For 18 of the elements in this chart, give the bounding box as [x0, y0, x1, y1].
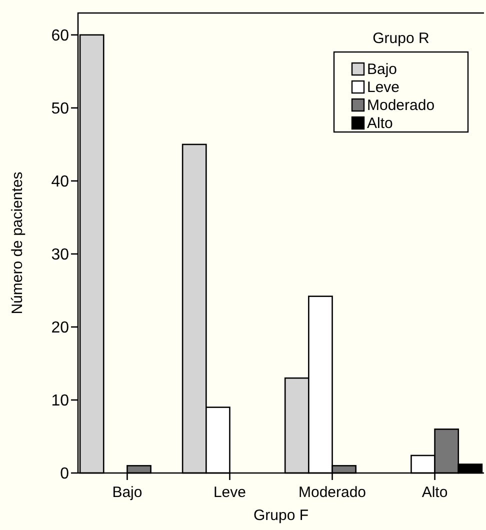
- x-tick-label: Bajo: [112, 484, 142, 501]
- legend-label: Alto: [367, 115, 393, 132]
- y-tick-label: 50: [51, 100, 70, 118]
- y-tick-label: 0: [60, 466, 70, 482]
- y-tick-label: 30: [51, 246, 70, 264]
- x-tick-label: Alto: [422, 484, 448, 501]
- legend-label: Moderado: [367, 97, 435, 114]
- legend-label: Bajo: [367, 61, 398, 78]
- legend-label: Leve: [367, 79, 400, 96]
- y-axis-title: Número de pacientes: [9, 172, 26, 314]
- legend-title: Grupo R: [372, 30, 430, 47]
- x-axis-title: Grupo F: [253, 507, 309, 524]
- y-tick-label: 40: [51, 173, 70, 190]
- y-tick-label: 10: [51, 392, 70, 410]
- x-tick-label: Moderado: [298, 484, 366, 501]
- y-tick-label: 20: [51, 319, 70, 336]
- y-tick-label: 60: [51, 27, 70, 44]
- x-tick-label: Leve: [213, 484, 246, 501]
